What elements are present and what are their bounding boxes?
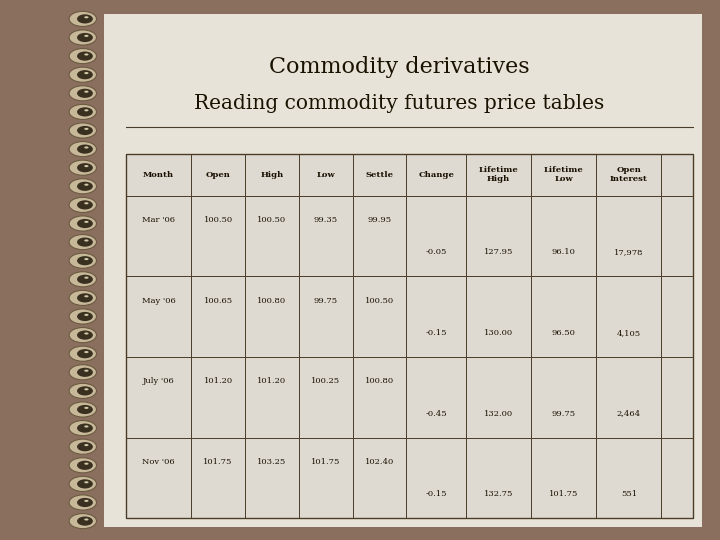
Text: 101.20: 101.20 [204,377,233,386]
Text: -0.05: -0.05 [426,248,447,256]
Text: 96.50: 96.50 [552,329,576,337]
Text: 103.25: 103.25 [257,458,287,466]
Text: -0.15: -0.15 [426,490,447,498]
Text: 132.75: 132.75 [484,490,513,498]
Text: 4,105: 4,105 [617,329,641,337]
Text: 101.75: 101.75 [203,458,233,466]
Text: 130.00: 130.00 [484,329,513,337]
Text: Lifetime
Low: Lifetime Low [544,166,584,184]
Text: 100.80: 100.80 [365,377,394,386]
Text: May '06: May '06 [142,296,176,305]
Text: 99.35: 99.35 [314,216,338,224]
Text: Reading commodity futures price tables: Reading commodity futures price tables [194,94,605,113]
Text: -0.45: -0.45 [426,409,447,417]
Text: 100.80: 100.80 [257,296,287,305]
Text: Low: Low [316,171,335,179]
Text: Lifetime
High: Lifetime High [479,166,518,184]
Text: 96.10: 96.10 [552,248,576,256]
Text: 100.50: 100.50 [365,296,394,305]
Text: Settle: Settle [366,171,394,179]
Text: 100.65: 100.65 [204,296,233,305]
Text: 99.75: 99.75 [552,409,576,417]
Text: 2,464: 2,464 [617,409,641,417]
Text: 99.75: 99.75 [314,296,338,305]
Text: -0.15: -0.15 [426,329,447,337]
Text: 102.40: 102.40 [365,458,394,466]
Text: 101.75: 101.75 [549,490,578,498]
Text: 132.00: 132.00 [484,409,513,417]
Text: Open: Open [206,171,230,179]
Text: Open
Interest: Open Interest [610,166,648,184]
Text: 551: 551 [621,490,637,498]
Text: 99.95: 99.95 [367,216,392,224]
Text: 101.20: 101.20 [257,377,287,386]
Text: 100.50: 100.50 [204,216,233,224]
Text: Commodity derivatives: Commodity derivatives [269,57,530,78]
Text: 17,978: 17,978 [614,248,644,256]
Text: 127.95: 127.95 [484,248,513,256]
Text: Mar '06: Mar '06 [142,216,175,224]
Text: 100.25: 100.25 [311,377,341,386]
Text: July '06: July '06 [143,377,174,386]
Text: High: High [261,171,284,179]
Text: Month: Month [143,171,174,179]
Text: Change: Change [418,171,454,179]
Text: 100.50: 100.50 [257,216,287,224]
Text: 101.75: 101.75 [311,458,341,466]
Text: Nov '06: Nov '06 [143,458,175,466]
